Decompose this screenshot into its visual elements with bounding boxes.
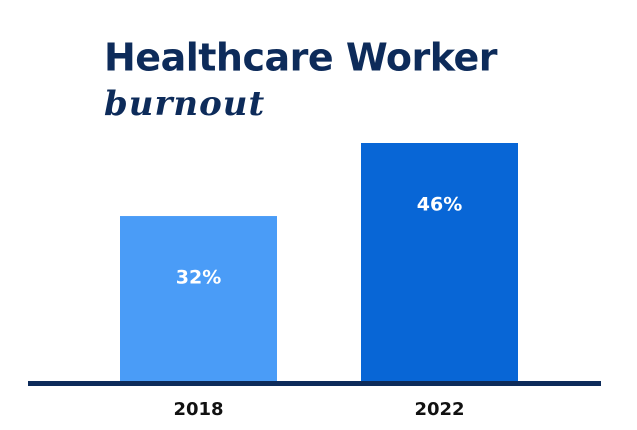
chart-title: Healthcare Worker (104, 36, 498, 80)
chart-subtitle: burnout (104, 84, 265, 124)
axis-line (28, 381, 601, 386)
bar (361, 143, 518, 383)
bar (120, 216, 277, 383)
value-label: 32% (176, 267, 221, 289)
x-tick-label: 2018 (173, 399, 223, 420)
x-tick-label: 2022 (414, 399, 464, 420)
value-label: 46% (417, 194, 462, 216)
